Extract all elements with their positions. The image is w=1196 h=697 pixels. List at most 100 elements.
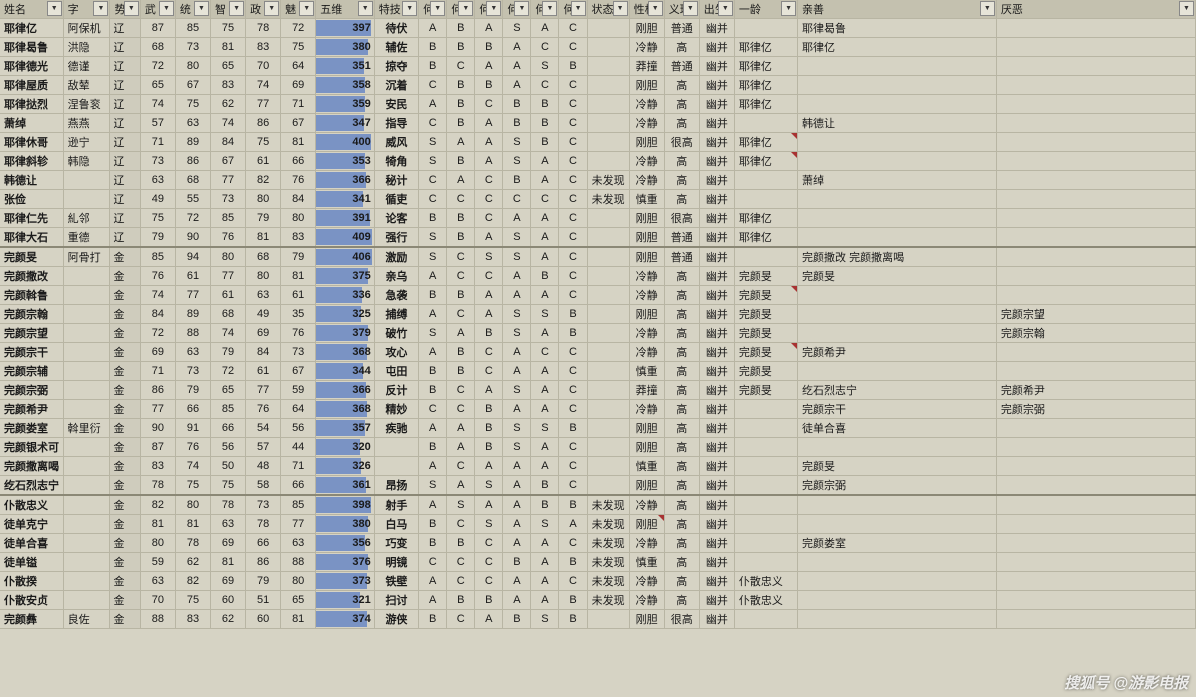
- col-header[interactable]: 厌恶▼: [996, 0, 1195, 19]
- table-row[interactable]: 徒单合喜金8078696663356巧变BBCAAC未发现冷静高幽并完颜娄室: [0, 534, 1196, 553]
- col-header[interactable]: 统▼: [175, 0, 210, 19]
- col-header[interactable]: 何▼: [419, 0, 447, 19]
- table-row[interactable]: 耶律亿阿保机辽8785757872397待伏ABASAC刚胆普通幽并耶律曷鲁: [0, 19, 1196, 38]
- table-row[interactable]: 徒单镒金5962818688376明镜CCCBAB未发现慎重高幽并: [0, 553, 1196, 572]
- table-row[interactable]: 耶律休哥逊宁辽7189847581400威风SAASBC刚胆很高幽并耶律亿: [0, 133, 1196, 152]
- filter-icon[interactable]: ▼: [47, 1, 62, 16]
- table-row[interactable]: 完颜宗辅金7173726167344屯田BBCAAC慎重高幽并完颜旻: [0, 362, 1196, 381]
- filter-icon[interactable]: ▼: [781, 1, 796, 16]
- stat: 57: [246, 438, 281, 457]
- filter-icon[interactable]: ▼: [430, 1, 445, 16]
- table-row[interactable]: 萧绰燕燕辽5763748667347指导CBABBC冷静高幽并韩德让: [0, 114, 1196, 133]
- filter-icon[interactable]: ▼: [571, 1, 586, 16]
- filter-icon[interactable]: ▼: [542, 1, 557, 16]
- grade: A: [475, 133, 503, 152]
- col-header[interactable]: 五维▼: [316, 0, 374, 19]
- table-row[interactable]: 徒单克宁金8181637877380白马BCSASA未发现刚胆高幽并: [0, 515, 1196, 534]
- table-row[interactable]: 耶律挞烈涅鲁衮辽7475627771359安民ABCBBC冷静高幽并耶律亿: [0, 95, 1196, 114]
- table-row[interactable]: 完颜撒离喝金8374504871326ACAAAC慎重高幽并完颜旻: [0, 457, 1196, 476]
- table-row[interactable]: 完颜银术可金8776565744320BABSAC刚胆高幽并: [0, 438, 1196, 457]
- table-row[interactable]: 张俭辽4955738084341循吏CCCCCC未发现慎重高幽并: [0, 190, 1196, 209]
- col-header[interactable]: 一龄▼: [734, 0, 797, 19]
- filter-icon[interactable]: ▼: [1179, 1, 1194, 16]
- filter-icon[interactable]: ▼: [159, 1, 174, 16]
- col-header[interactable]: 亲善▼: [798, 0, 997, 19]
- filter-icon[interactable]: ▼: [358, 1, 373, 16]
- table-row[interactable]: 完颜斡鲁金7477616361336急袭BBAAAC冷静高幽并完颜旻: [0, 286, 1196, 305]
- table-row[interactable]: 耶律斜轸韩隐辽7386676166353犄角SBASAC冷静高幽并耶律亿: [0, 152, 1196, 171]
- col-header[interactable]: 智▼: [211, 0, 246, 19]
- table-row[interactable]: 纥石烈志宁金7875755866361昂扬SASABC刚胆高幽并完颜宗弼: [0, 476, 1196, 496]
- filter-icon[interactable]: ▼: [264, 1, 279, 16]
- grade: A: [503, 457, 531, 476]
- filter-icon[interactable]: ▼: [402, 1, 417, 16]
- skill: 待伏: [374, 19, 418, 38]
- table-row[interactable]: 完颜撒改金7661778081375亲乌ACCABC冷静高幽并完颜旻完颜旻: [0, 267, 1196, 286]
- table-row[interactable]: 耶律曷鲁洪隐辽6873818375380辅佐BBBACC冷静高幽并耶律亿耶律亿: [0, 38, 1196, 57]
- col-header[interactable]: 何▼: [531, 0, 559, 19]
- filter-icon[interactable]: ▼: [299, 1, 314, 16]
- table-row[interactable]: 仆散揆金6382697980373铁壁ACCAAC未发现冷静高幽并仆散忠义: [0, 572, 1196, 591]
- table-row[interactable]: 完颜宗翰金8489684935325捕缚ACASSB刚胆高幽并完颜旻完颜宗望: [0, 305, 1196, 324]
- col-header[interactable]: 性格▼: [629, 0, 664, 19]
- filter-icon[interactable]: ▼: [718, 1, 733, 16]
- col-header[interactable]: 出生▼: [699, 0, 734, 19]
- pers: 刚胆: [629, 247, 664, 267]
- filter-icon[interactable]: ▼: [648, 1, 663, 16]
- age: [734, 515, 797, 534]
- stat: 81: [281, 133, 316, 152]
- birth: 幽并: [699, 114, 734, 133]
- table-row[interactable]: 完颜希尹金7766857664368精妙CCBAAC冷静高幽并完颜宗干完颜宗弼: [0, 400, 1196, 419]
- table-row[interactable]: 完颜宗弼金8679657759366反计BCASAC莽撞高幽并完颜旻纥石烈志宁完…: [0, 381, 1196, 400]
- filter-icon[interactable]: ▼: [194, 1, 209, 16]
- col-header[interactable]: 何▼: [475, 0, 503, 19]
- col-header[interactable]: 何▼: [503, 0, 531, 19]
- table-row[interactable]: 完颜旻阿骨打金8594806879406激励SCSSAC刚胆普通幽并完颜撒改 完…: [0, 247, 1196, 267]
- table-row[interactable]: 耶律屋质敌辇辽6567837469358沉着CBBACC刚胆高幽并耶律亿: [0, 76, 1196, 95]
- filter-icon[interactable]: ▼: [124, 1, 139, 16]
- filter-icon[interactable]: ▼: [458, 1, 473, 16]
- table-row[interactable]: 完颜娄室斡里衍金9091665456357疾驰AABSSB刚胆高幽并徒单合喜: [0, 419, 1196, 438]
- status: 未发现: [587, 190, 629, 209]
- table-row[interactable]: 完颜宗干金6963798473368攻心ABCACC冷静高幽并完颜旻完颜希尹: [0, 343, 1196, 362]
- filter-icon[interactable]: ▼: [980, 1, 995, 16]
- filter-icon[interactable]: ▼: [229, 1, 244, 16]
- age: 耶律亿: [734, 57, 797, 76]
- filter-icon[interactable]: ▼: [613, 1, 628, 16]
- filter-icon[interactable]: ▼: [93, 1, 108, 16]
- skill: 指导: [374, 114, 418, 133]
- status: [587, 343, 629, 362]
- enemy: [996, 457, 1195, 476]
- col-header[interactable]: 字▼: [63, 0, 110, 19]
- col-header[interactable]: 魅▼: [281, 0, 316, 19]
- table-row[interactable]: 耶律大石重德辽7990768183409强行SBASAC刚胆普通幽并耶律亿: [0, 228, 1196, 248]
- col-header[interactable]: 义理▼: [664, 0, 699, 19]
- grade: A: [419, 572, 447, 591]
- col-header[interactable]: 势力▼: [110, 0, 140, 19]
- col-header[interactable]: 何▼: [559, 0, 587, 19]
- filter-icon[interactable]: ▼: [514, 1, 529, 16]
- birth: 幽并: [699, 133, 734, 152]
- col-header[interactable]: 何▼: [447, 0, 475, 19]
- grade: S: [503, 324, 531, 343]
- col-header[interactable]: 状态▼: [587, 0, 629, 19]
- col-header[interactable]: 武▼: [140, 0, 175, 19]
- zi: 斡里衍: [63, 419, 110, 438]
- table-row[interactable]: 仆散安贞金7075605165321扫讨ABBAAB未发现冷静高幽并仆散忠义: [0, 591, 1196, 610]
- table-row[interactable]: 韩德让辽6368778276366秘计CACBAC未发现冷静高幽并萧绰: [0, 171, 1196, 190]
- stat: 61: [281, 286, 316, 305]
- col-header[interactable]: 姓名▼: [0, 0, 63, 19]
- table-row[interactable]: 完颜宗望金7288746976379破竹SABSAB冷静高幽并完颜旻完颜宗翰: [0, 324, 1196, 343]
- friend: 完颜希尹: [798, 343, 997, 362]
- status: [587, 438, 629, 457]
- table-row[interactable]: 仆散忠义金8280787385398射手ASAABB未发现冷静高幽并: [0, 495, 1196, 515]
- zi: [63, 553, 110, 572]
- filter-icon[interactable]: ▼: [683, 1, 698, 16]
- table-row[interactable]: 耶律德光德谨辽7280657064351掠夺BCAASB莽撞普通幽并耶律亿: [0, 57, 1196, 76]
- filter-icon[interactable]: ▼: [486, 1, 501, 16]
- col-header[interactable]: 特技▼: [374, 0, 418, 19]
- table-row[interactable]: 耶律仁先糺邻辽7572857980391论客BBCAAC刚胆很高幽并耶律亿: [0, 209, 1196, 228]
- table-row[interactable]: 完颜彝良佐金8883626081374游侠BCABSB刚胆很高幽并: [0, 610, 1196, 629]
- stat: 55: [175, 190, 210, 209]
- col-header[interactable]: 政▼: [246, 0, 281, 19]
